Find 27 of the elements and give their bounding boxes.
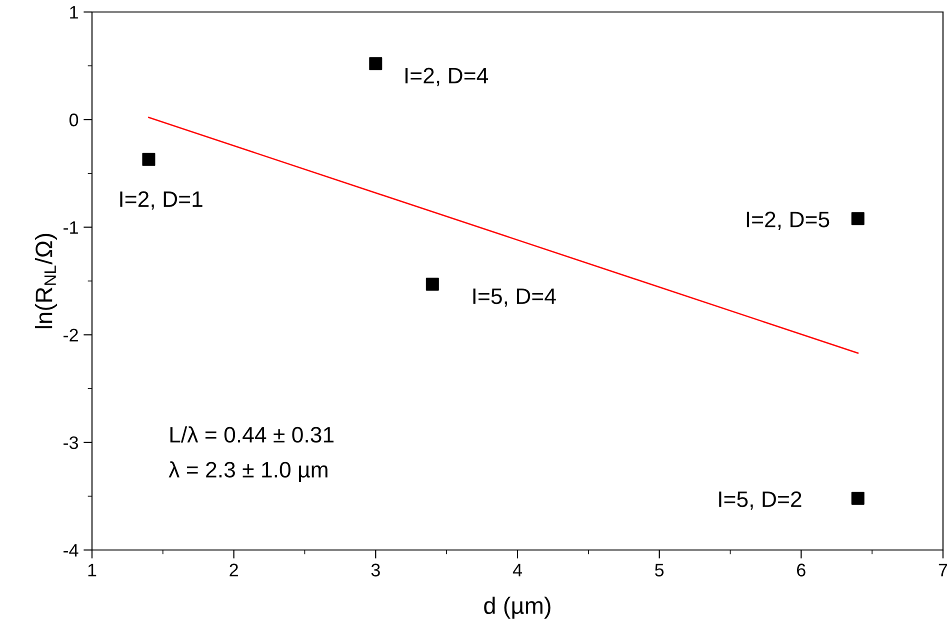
x-tick-label: 5 (655, 564, 664, 576)
annotation: I=5, D=4 (473, 288, 556, 307)
point (369, 57, 382, 70)
x-tick-label: 1 (88, 564, 96, 576)
y-tick-label: 0 (69, 114, 78, 126)
point (851, 492, 864, 505)
annotation: λ = 2.3 ± 1.0 µm (168, 461, 328, 482)
annotation: I=2, D=5 (746, 212, 830, 230)
annotation: L/λ = 0.44 ± 0.31 (170, 426, 334, 443)
annotation: I=2, D=1 (120, 191, 202, 210)
annotation: I=2, D=4 (405, 68, 488, 86)
y-tick-label: -2 (64, 328, 78, 342)
x-tick-label: 2 (230, 564, 238, 576)
y-tick-label: -4 (64, 544, 78, 557)
point (142, 152, 156, 166)
y-tick-label: -3 (64, 436, 78, 450)
annotation: I=5, D=2 (719, 491, 802, 510)
x-tick-label: 4 (512, 564, 522, 576)
x-tick-label: 6 (797, 564, 806, 576)
point (851, 212, 864, 226)
point (426, 278, 439, 291)
x-axis-title: d (µm) (484, 596, 550, 619)
y-axis-title: ln(R$_{NL}$/Ω) (35, 234, 57, 328)
x-tick-label: 7 (938, 564, 947, 576)
y-tick-label: -1 (64, 221, 78, 234)
x-tick-label: 3 (371, 564, 380, 576)
y-tick-label: 1 (70, 6, 78, 19)
